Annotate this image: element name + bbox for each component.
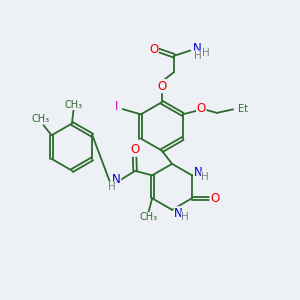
Text: N: N	[192, 42, 201, 55]
Text: CH₃: CH₃	[64, 100, 82, 110]
Text: O: O	[196, 102, 206, 115]
Text: O: O	[157, 80, 167, 93]
Text: O: O	[149, 43, 158, 56]
Text: CH₃: CH₃	[31, 114, 50, 124]
Text: N: N	[194, 167, 203, 179]
Text: H: H	[181, 212, 189, 222]
Text: Et: Et	[238, 104, 248, 114]
Text: N: N	[112, 173, 121, 186]
Text: H: H	[108, 182, 116, 192]
Text: I: I	[115, 100, 119, 112]
Text: H: H	[194, 51, 201, 61]
Text: O: O	[210, 192, 220, 205]
Text: N: N	[174, 207, 183, 220]
Text: O: O	[130, 143, 140, 156]
Text: H: H	[202, 48, 209, 58]
Text: CH₃: CH₃	[140, 212, 158, 222]
Text: H: H	[201, 172, 209, 182]
